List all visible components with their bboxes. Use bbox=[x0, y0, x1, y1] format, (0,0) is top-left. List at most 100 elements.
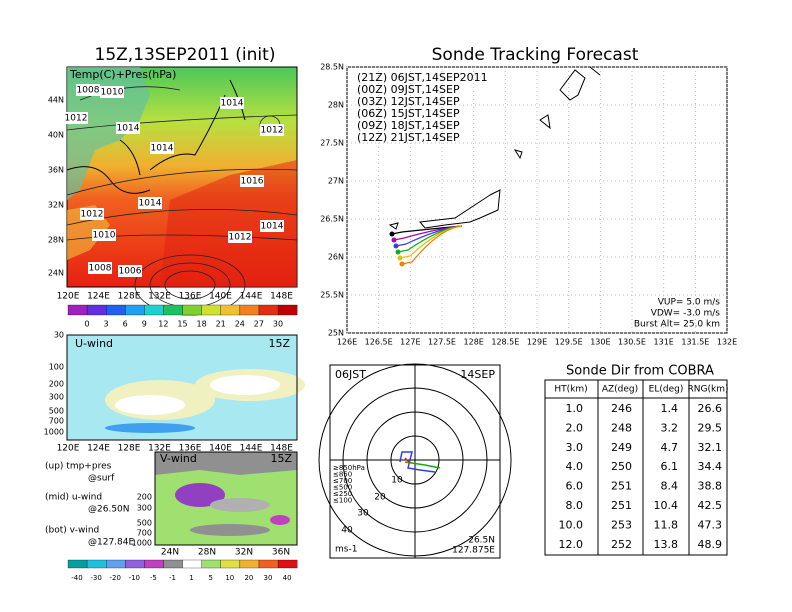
isobar-bg bbox=[88, 262, 112, 274]
isobar-label: 1016 bbox=[241, 177, 264, 187]
lon-label: 131.5E bbox=[681, 338, 709, 347]
map-title: 15Z,13SEP2011 (init) bbox=[95, 45, 276, 65]
isobar-label: 1012 bbox=[81, 210, 104, 220]
colorbar-label: 27 bbox=[254, 320, 264, 329]
lon-label: 127E bbox=[400, 338, 420, 347]
isobar-bg bbox=[100, 86, 124, 98]
hodo-legend: ≤850 bbox=[333, 471, 352, 479]
table-cell: 32.1 bbox=[698, 441, 723, 454]
isobar-bg bbox=[220, 97, 244, 109]
isobar-label: 1012 bbox=[261, 126, 284, 136]
colorbar-cell bbox=[163, 559, 183, 569]
lat-label: 28N bbox=[198, 548, 216, 558]
colorbar-label: 24 bbox=[235, 320, 245, 329]
table-cell: 13.8 bbox=[654, 538, 679, 551]
param: Burst Alt= 25.0 km bbox=[634, 320, 720, 330]
table-header: HT(km) bbox=[554, 385, 587, 395]
hodo-time: 06JST bbox=[335, 368, 366, 381]
lon-label: 136E bbox=[179, 444, 202, 454]
lon-label: 148E bbox=[270, 444, 293, 454]
lon-label: 132E bbox=[717, 338, 737, 347]
table-cell: 248 bbox=[611, 421, 632, 434]
isobar-label: 1014 bbox=[261, 222, 284, 232]
table-cell: 8.4 bbox=[661, 480, 679, 493]
lon-label: 124E bbox=[87, 292, 110, 302]
isobar-label: 1010 bbox=[101, 88, 124, 98]
table-cell: 4.7 bbox=[661, 441, 679, 454]
panel-label: V-wind bbox=[160, 452, 197, 465]
table-cell: 29.5 bbox=[698, 421, 723, 434]
table-cell: 34.4 bbox=[698, 460, 723, 473]
lat-label: 44N bbox=[48, 96, 64, 105]
table-cell: 42.5 bbox=[698, 499, 723, 512]
param: VUP= 5.0 m/s bbox=[658, 298, 721, 308]
lon-label: 128E bbox=[118, 444, 141, 454]
lon-label: 131E bbox=[654, 338, 674, 347]
colorbar-cell bbox=[125, 559, 145, 569]
colorbar-cell bbox=[67, 304, 88, 316]
colorbar-cell bbox=[220, 559, 241, 569]
ring-label: 10 bbox=[391, 476, 403, 486]
colorbar-label: -30 bbox=[90, 574, 101, 582]
colorbar-cell bbox=[220, 304, 241, 316]
hodo-date: 14SEP bbox=[460, 368, 495, 381]
table-header: RNG(km) bbox=[688, 385, 729, 395]
lon-label: 128.5E bbox=[491, 338, 519, 347]
colorbar-label: 15 bbox=[177, 320, 187, 329]
hodo-lat: 26.5N bbox=[468, 536, 495, 546]
colorbar-cell bbox=[125, 304, 145, 316]
colorbar-cell bbox=[144, 559, 164, 569]
lat-label: 32N bbox=[235, 548, 253, 558]
lon-label: 136E bbox=[179, 292, 202, 302]
panel-time: 15Z bbox=[270, 452, 292, 465]
lat-label: 26.5N bbox=[320, 215, 344, 224]
track-end bbox=[399, 261, 405, 267]
table-cell: 250 bbox=[611, 460, 632, 473]
table-cell: 253 bbox=[611, 518, 632, 531]
colorbar-label: 1 bbox=[189, 574, 193, 582]
panel-label: Temp(C)+Pres(hPa) bbox=[69, 68, 176, 81]
pressure-label: 1000 bbox=[132, 539, 152, 548]
colorbar-cell bbox=[144, 304, 164, 316]
table-header: AZ(deg) bbox=[602, 385, 638, 395]
track-end bbox=[397, 255, 403, 261]
colorbar-label: 10 bbox=[225, 574, 234, 582]
colorbar-label: -1 bbox=[169, 574, 176, 582]
lon-label: 144E bbox=[240, 444, 263, 454]
lon-label: 132E bbox=[148, 444, 171, 454]
colorbar-cell bbox=[163, 304, 183, 316]
pressure-label: 700 bbox=[49, 417, 64, 426]
isobar-label: 1014 bbox=[151, 144, 174, 154]
pressure-label: 300 bbox=[49, 393, 64, 402]
colorbar-cell bbox=[86, 559, 107, 569]
legend-entry: (09Z) 18JST,14SEP bbox=[357, 119, 460, 132]
wind-colorbar bbox=[67, 559, 298, 569]
isobar-bg bbox=[80, 208, 104, 220]
isobar-bg bbox=[64, 112, 88, 124]
colorbar-cell bbox=[277, 304, 298, 316]
lat-label: 28N bbox=[48, 236, 64, 245]
note: @127.84E bbox=[88, 538, 134, 548]
colorbar-cell bbox=[182, 559, 202, 569]
lat-label: 25N bbox=[328, 329, 344, 338]
sonde-table bbox=[544, 379, 728, 556]
colorbar-cell bbox=[182, 304, 202, 316]
hodo-legend: ≥850hPa bbox=[333, 464, 365, 472]
track-map bbox=[346, 66, 728, 334]
table-cell: 10.0 bbox=[559, 518, 584, 531]
colorbar-label: 20 bbox=[244, 574, 253, 582]
colorbar-cell bbox=[106, 559, 126, 569]
track-end bbox=[395, 249, 401, 255]
colorbar-cell bbox=[277, 559, 298, 569]
colorbar-cell bbox=[67, 559, 88, 569]
table-cell: 2.0 bbox=[566, 421, 584, 434]
lat-label: 28.5N bbox=[320, 63, 344, 72]
isobar-label: 1012 bbox=[65, 114, 88, 124]
pressure-label: 500 bbox=[137, 519, 152, 528]
lon-label: 129.5E bbox=[555, 338, 583, 347]
panel-time: 15Z bbox=[268, 337, 290, 350]
isobar-bg bbox=[260, 220, 284, 232]
isobar-bg bbox=[116, 122, 140, 134]
colorbar-cell bbox=[258, 304, 279, 316]
